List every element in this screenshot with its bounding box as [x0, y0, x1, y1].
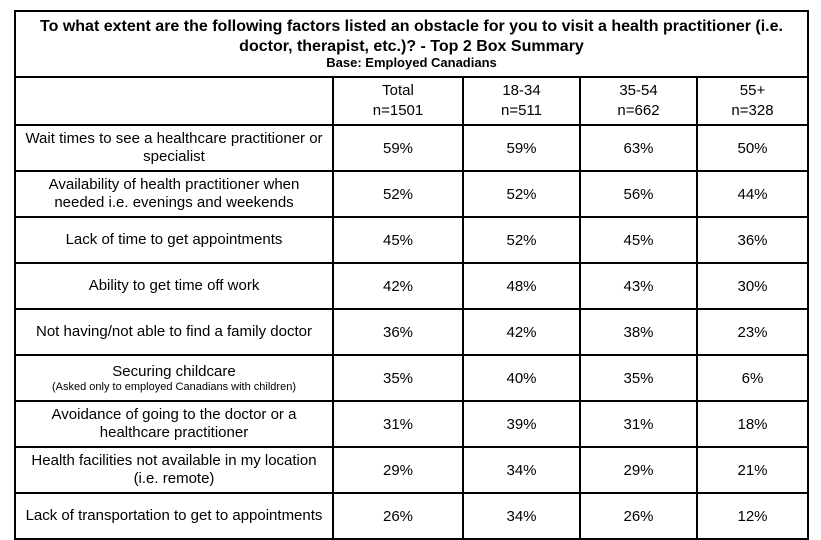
column-header-18-34: 18-34 n=511	[462, 76, 581, 126]
value-cell: 35%	[332, 354, 464, 402]
value-cell: 45%	[332, 216, 464, 264]
factor-cell: Securing childcare (Asked only to employ…	[14, 354, 334, 402]
value-cell: 63%	[579, 124, 698, 172]
value-cell: 34%	[462, 492, 581, 540]
factor-footnote: (Asked only to employed Canadians with c…	[52, 380, 296, 393]
value-cell: 56%	[579, 170, 698, 218]
stub-cell	[14, 76, 334, 126]
column-label: 35-54	[619, 81, 658, 99]
factor-label: Lack of time to get appointments	[65, 230, 283, 248]
value-cell: 36%	[696, 216, 809, 264]
column-n: n=662	[617, 102, 660, 119]
factor-cell: Ability to get time off work	[14, 262, 334, 310]
value-cell: 45%	[579, 216, 698, 264]
value-cell: 26%	[579, 492, 698, 540]
value-cell: 38%	[579, 308, 698, 356]
value-cell: 36%	[332, 308, 464, 356]
value-cell: 12%	[696, 492, 809, 540]
title-row: To what extent are the following factors…	[14, 10, 809, 78]
value-cell: 43%	[579, 262, 698, 310]
table-row-wait-times: Wait times to see a healthcare practitio…	[14, 124, 809, 172]
title-cell: To what extent are the following factors…	[14, 10, 809, 78]
value-cell: 31%	[579, 400, 698, 448]
table-row-lack-of-time: Lack of time to get appointments 45% 52%…	[14, 216, 809, 264]
factor-cell: Not having/not able to find a family doc…	[14, 308, 334, 356]
table-base-note: Base: Employed Canadians	[326, 55, 497, 71]
factor-label: Securing childcare	[112, 362, 236, 380]
value-cell: 26%	[332, 492, 464, 540]
column-header-35-54: 35-54 n=662	[579, 76, 698, 126]
value-cell: 48%	[462, 262, 581, 310]
factor-cell: Health facilities not available in my lo…	[14, 446, 334, 494]
value-cell: 52%	[462, 216, 581, 264]
value-cell: 50%	[696, 124, 809, 172]
factor-label: Ability to get time off work	[88, 276, 260, 294]
factor-cell: Wait times to see a healthcare practitio…	[14, 124, 334, 172]
value-cell: 21%	[696, 446, 809, 494]
value-cell: 29%	[579, 446, 698, 494]
table-row-family-doctor: Not having/not able to find a family doc…	[14, 308, 809, 356]
factor-cell: Availability of health practitioner when…	[14, 170, 334, 218]
table-row-transportation: Lack of transportation to get to appoint…	[14, 492, 809, 540]
column-label: 55+	[739, 81, 766, 99]
factor-label: Wait times to see a healthcare practitio…	[25, 129, 323, 165]
factor-label: Avoidance of going to the doctor or a he…	[51, 405, 297, 441]
column-label: 18-34	[502, 81, 541, 99]
column-header-55plus: 55+ n=328	[696, 76, 809, 126]
value-cell: 29%	[332, 446, 464, 494]
column-header-row: Total n=1501 18-34 n=511 35-54 n=662 55+…	[14, 76, 809, 126]
value-cell: 23%	[696, 308, 809, 356]
value-cell: 39%	[462, 400, 581, 448]
value-cell: 52%	[462, 170, 581, 218]
value-cell: 35%	[579, 354, 698, 402]
value-cell: 59%	[462, 124, 581, 172]
value-cell: 30%	[696, 262, 809, 310]
factor-label: Lack of transportation to get to appoint…	[25, 506, 323, 524]
factor-label: Availability of health practitioner when…	[48, 175, 300, 211]
value-cell: 52%	[332, 170, 464, 218]
factor-label: Not having/not able to find a family doc…	[36, 322, 312, 340]
table-row-facilities: Health facilities not available in my lo…	[14, 446, 809, 494]
value-cell: 42%	[332, 262, 464, 310]
factor-cell: Lack of time to get appointments	[14, 216, 334, 264]
column-n: n=1501	[372, 102, 424, 119]
value-cell: 59%	[332, 124, 464, 172]
factor-cell: Avoidance of going to the doctor or a he…	[14, 400, 334, 448]
table-row-availability: Availability of health practitioner when…	[14, 170, 809, 218]
table-row-time-off-work: Ability to get time off work 42% 48% 43%…	[14, 262, 809, 310]
value-cell: 6%	[696, 354, 809, 402]
value-cell: 18%	[696, 400, 809, 448]
table-row-childcare: Securing childcare (Asked only to employ…	[14, 354, 809, 402]
value-cell: 31%	[332, 400, 464, 448]
column-label: Total	[382, 81, 414, 99]
factor-label: Health facilities not available in my lo…	[31, 451, 317, 487]
value-cell: 40%	[462, 354, 581, 402]
value-cell: 34%	[462, 446, 581, 494]
table-title: To what extent are the following factors…	[40, 18, 783, 55]
survey-results-table: To what extent are the following factors…	[14, 10, 809, 540]
column-header-total: Total n=1501	[332, 76, 464, 126]
column-n: n=511	[500, 102, 542, 119]
column-n: n=328	[731, 102, 774, 119]
factor-cell: Lack of transportation to get to appoint…	[14, 492, 334, 540]
value-cell: 42%	[462, 308, 581, 356]
value-cell: 44%	[696, 170, 809, 218]
table-row-avoidance: Avoidance of going to the doctor or a he…	[14, 400, 809, 448]
